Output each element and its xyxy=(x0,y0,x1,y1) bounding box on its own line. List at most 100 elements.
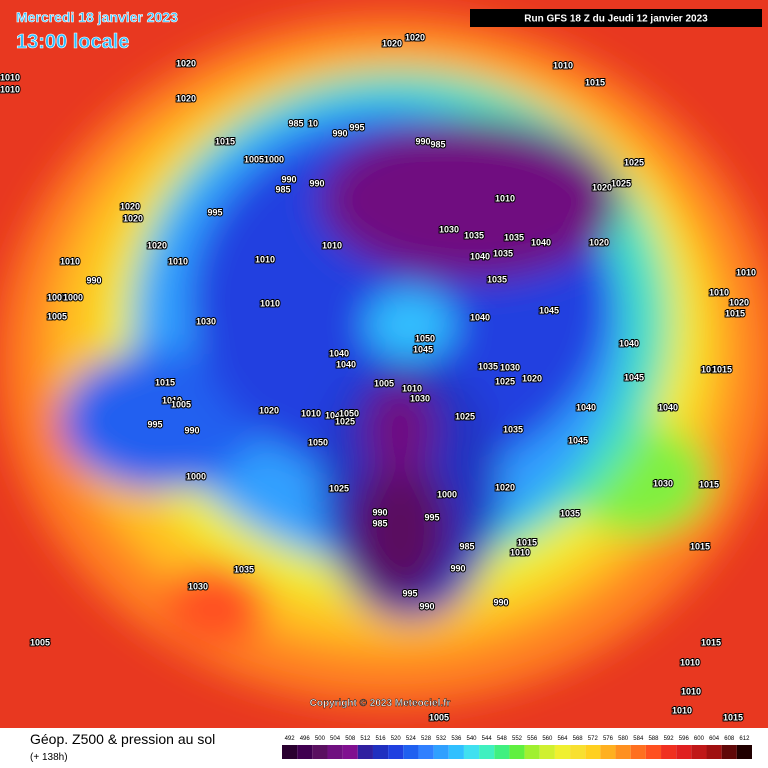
legend-swatch xyxy=(615,745,631,759)
isobar-label: 1010 xyxy=(680,657,700,667)
isobar-label: 1045 xyxy=(539,305,559,315)
legend-label: 596 xyxy=(679,736,690,742)
legend-swatch xyxy=(312,745,328,759)
isobar-label: 1010 xyxy=(553,60,573,70)
isobar-label: 1020 xyxy=(176,93,196,103)
isobar-label: 1035 xyxy=(464,230,484,240)
legend-swatch xyxy=(372,745,389,759)
legend-swatch xyxy=(691,745,707,759)
isobar-label: 1040 xyxy=(576,402,596,412)
geopotential-field xyxy=(0,0,768,728)
isobar-label: 1010 xyxy=(168,256,188,266)
isobar-label: 1025 xyxy=(624,157,644,167)
legend-label: 520 xyxy=(391,736,402,742)
legend-swatch xyxy=(585,745,601,759)
legend-swatch xyxy=(479,745,495,759)
isobar-label: 1040 xyxy=(470,251,490,261)
legend-swatch xyxy=(282,745,298,759)
isobar-label: 1025 xyxy=(495,376,515,386)
isobar-label: 1015 xyxy=(712,364,732,374)
isobar-label: 990 xyxy=(415,136,430,146)
isobar-label: 1030 xyxy=(196,316,216,326)
isobar-label: 1025 xyxy=(335,416,355,426)
isobar-label: 1015 xyxy=(517,537,537,547)
isobar-label: 990 xyxy=(86,275,101,285)
legend-swatch xyxy=(327,745,343,759)
date: Mercredi 18 janvier 2023 xyxy=(16,9,178,25)
isobar-label: 985 xyxy=(288,118,303,128)
isobar-label: 1005 xyxy=(374,378,394,388)
isobar-label: 1005 xyxy=(171,399,191,409)
legend-swatch xyxy=(645,745,662,759)
isobar-label: 1035 xyxy=(478,361,498,371)
isobar-label: 1030 xyxy=(653,478,673,488)
isobar-label: 1010 xyxy=(0,72,20,82)
isobar-label: 985 xyxy=(275,184,290,194)
isobar-label: 1000 xyxy=(264,154,284,164)
legend-label: 532 xyxy=(436,736,447,742)
legend-label: 528 xyxy=(421,736,432,742)
isobar-label: 990 xyxy=(309,178,324,188)
isobar-label: 1005 xyxy=(429,712,449,722)
isobar-label: 1015 xyxy=(155,377,175,387)
isobar-label: 1010 xyxy=(510,547,530,557)
legend-swatch xyxy=(721,745,737,759)
isobar-label: 1010 xyxy=(709,287,729,297)
isobar-label: 1020 xyxy=(147,240,167,250)
isobar-label: 995 xyxy=(207,207,222,217)
legend-swatch xyxy=(539,745,555,759)
isobar-label: 1020 xyxy=(405,32,425,42)
isobar-label: 1035 xyxy=(234,564,254,574)
legend-label: 540 xyxy=(467,736,478,742)
legend-label: 552 xyxy=(512,736,523,742)
footer-title: Géop. Z500 & pression au sol xyxy=(30,731,215,747)
legend-swatch xyxy=(448,745,464,759)
isobar-label: 1035 xyxy=(503,424,523,434)
isobar-label: 1030 xyxy=(439,224,459,234)
legend-label: 580 xyxy=(618,736,629,742)
isobar-label: 1020 xyxy=(729,297,749,307)
isobar-label: 1005 xyxy=(47,292,67,302)
legend-label: 608 xyxy=(724,736,735,742)
legend-label: 604 xyxy=(709,736,720,742)
isobar-label: 1015 xyxy=(701,637,721,647)
legend-swatch xyxy=(403,745,419,759)
legend-swatch xyxy=(524,745,540,759)
legend-label: 612 xyxy=(739,736,750,742)
time: 13:00 locale xyxy=(16,31,129,53)
isobar-label: 1045 xyxy=(624,372,644,382)
legend-label: 572 xyxy=(588,736,599,742)
isobar-label: 1010 xyxy=(0,84,20,94)
footer-lead: (+ 138h) xyxy=(30,752,68,763)
isobar-label: 1020 xyxy=(123,213,143,223)
isobar-label: 985 xyxy=(372,518,387,528)
isobar-label: 990 xyxy=(281,174,296,184)
legend-swatch xyxy=(494,745,510,759)
legend-label: 524 xyxy=(406,736,417,742)
legend-label: 564 xyxy=(557,736,568,742)
legend-label: 516 xyxy=(376,736,387,742)
isobar-label: 1020 xyxy=(495,482,515,492)
legend-swatch xyxy=(388,745,404,759)
legend-swatch xyxy=(297,745,313,759)
isobar-label: 1040 xyxy=(470,312,490,322)
run-info: Run GFS 18 Z du Jeudi 12 janvier 2023 xyxy=(524,14,708,25)
isobar-label: 1005 xyxy=(244,154,264,164)
isobar-label: 1020 xyxy=(592,182,612,192)
isobar-label: 1015 xyxy=(585,77,605,87)
isobar-label: 1040 xyxy=(531,237,551,247)
isobar-label: 1040 xyxy=(329,348,349,358)
isobar-label: 990 xyxy=(332,128,347,138)
legend-label: 512 xyxy=(360,736,371,742)
isobar-label: 990 xyxy=(184,425,199,435)
isobar-label: 1010 xyxy=(255,254,275,264)
isobar-label: 1020 xyxy=(382,38,402,48)
isobar-label: 995 xyxy=(424,512,439,522)
isobar-label: 1010 xyxy=(260,298,280,308)
isobar-label: 1040 xyxy=(658,402,678,412)
legend-swatch xyxy=(509,745,525,759)
legend-swatch xyxy=(600,745,616,759)
isobar-label: 1005 xyxy=(47,311,67,321)
isobar-label: 990 xyxy=(493,597,508,607)
